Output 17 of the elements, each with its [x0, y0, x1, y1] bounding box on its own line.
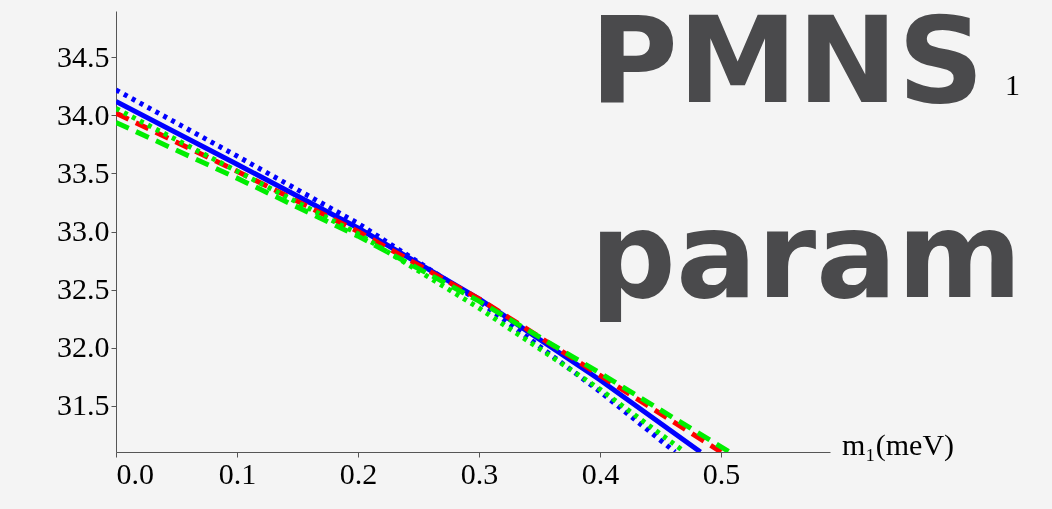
y-tick-label: 31.5: [57, 388, 110, 422]
x-tick-label: 0.5: [702, 456, 741, 490]
y-tick-label: 34.0: [57, 97, 110, 131]
y-tick-label: 32.5: [57, 272, 110, 306]
x-tick-label: 0.4: [581, 456, 620, 490]
x-tick-label: 0.1: [218, 456, 257, 490]
x-axis-title: m₁(meV): [842, 428, 955, 462]
x-tick-label: 0.0: [116, 456, 154, 490]
y-tick-label: 33.0: [57, 214, 110, 247]
x-tick-label: 0.2: [339, 456, 378, 490]
annotation: PMNS: [590, 0, 985, 130]
y-tick-label: 33.5: [57, 155, 110, 189]
y-tick-label: 32.0: [57, 330, 110, 364]
x-tick-label: 0.3: [460, 456, 499, 490]
annotation: param: [590, 186, 1023, 325]
y-tick-label: 34.5: [57, 39, 110, 73]
text: 1: [1005, 68, 1020, 101]
